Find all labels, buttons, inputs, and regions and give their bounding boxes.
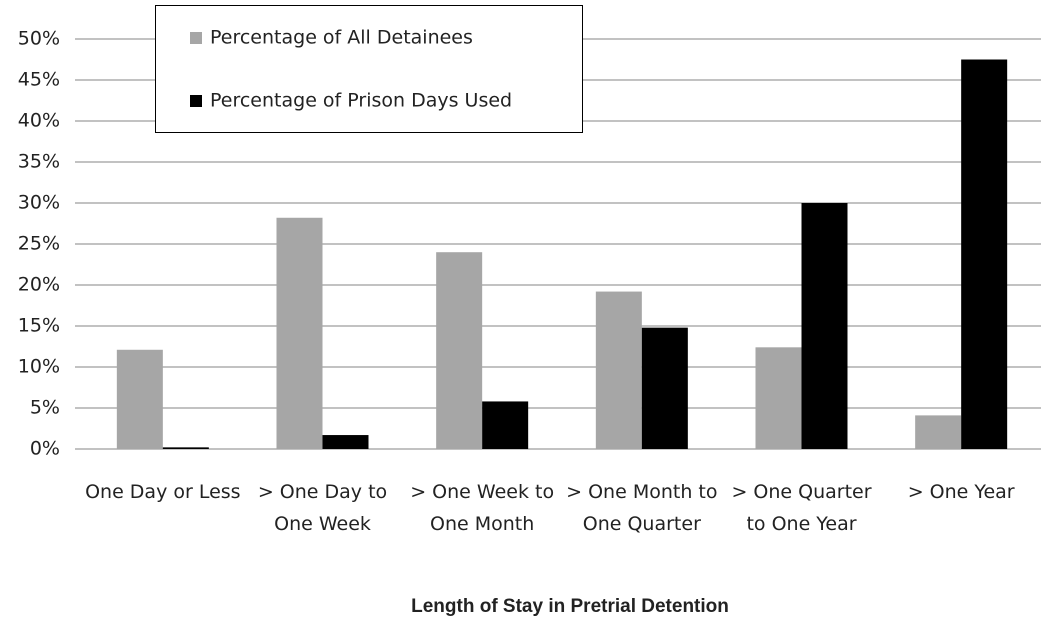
y-tick-label: 25% xyxy=(18,233,60,255)
bar xyxy=(641,327,688,449)
y-tick-label: 0% xyxy=(30,438,60,460)
legend-swatch xyxy=(190,95,202,107)
y-tick-label: 40% xyxy=(18,110,60,132)
bar xyxy=(116,349,163,449)
y-tick-label: 5% xyxy=(30,397,60,419)
bar xyxy=(276,217,323,449)
y-tick-label: 15% xyxy=(18,315,60,337)
x-tick-label: > One Day to One Week xyxy=(257,481,388,535)
bar xyxy=(482,401,529,449)
y-tick-label: 35% xyxy=(18,151,60,173)
legend-swatch xyxy=(190,32,202,44)
bar xyxy=(755,347,802,449)
bar xyxy=(915,415,962,449)
y-tick-label: 50% xyxy=(18,28,60,50)
y-tick-label: 30% xyxy=(18,192,60,214)
y-tick-label: 45% xyxy=(18,69,60,91)
x-tick-label: One Day or Less xyxy=(85,481,241,503)
bar xyxy=(961,59,1008,449)
x-tick-label: > One Week to One Month xyxy=(410,481,555,535)
y-tick-label: 10% xyxy=(18,356,60,378)
bar xyxy=(162,447,209,449)
bar xyxy=(322,435,369,449)
legend-box xyxy=(155,5,583,133)
x-tick-label: > One Year xyxy=(907,481,1015,503)
x-axis-title: Length of Stay in Pretrial Detention xyxy=(411,596,729,617)
x-tick-label: > One Month to One Quarter xyxy=(566,481,718,535)
bar xyxy=(436,252,483,449)
x-tick-label: > One Quarter to One Year xyxy=(731,481,872,535)
bar xyxy=(801,203,848,449)
bar xyxy=(595,291,642,449)
legend-label: Percentage of All Detainees xyxy=(210,27,473,49)
y-tick-label: 20% xyxy=(18,274,60,296)
legend-label: Percentage of Prison Days Used xyxy=(210,90,512,112)
